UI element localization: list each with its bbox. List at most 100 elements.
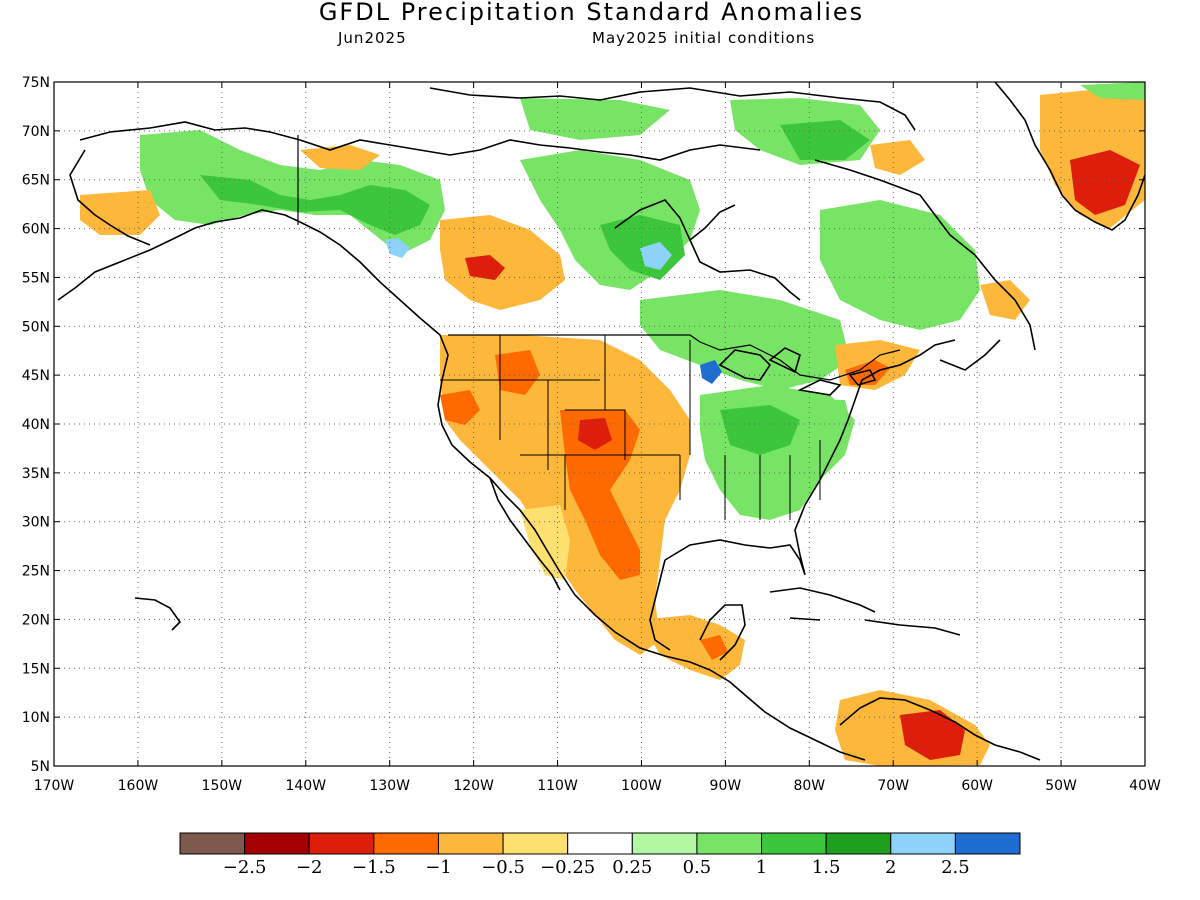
lon-tick-label: 120W [453,778,494,794]
lon-tick-label: 110W [537,778,578,794]
anomaly-region-dry_weak [520,505,570,580]
hawaii [134,597,182,631]
colorbar-swatch [502,832,569,855]
anomaly-region-very_wet [640,242,672,270]
lon-tick-label: 170W [34,778,75,794]
anomaly-region-wet [1080,82,1145,100]
anomaly-region-wet [810,400,850,428]
lon-tick-label: 40W [1129,778,1161,794]
baja-coast [489,477,561,591]
lon-tick-label: 140W [285,778,326,794]
lon-tick-label: 100W [621,778,662,794]
lon-tick-label: 70W [877,778,909,794]
labrador-coast [814,159,1036,371]
west-coast [299,221,866,761]
anomaly-region-very_wet [385,238,410,258]
colorbar-swatch [244,832,310,855]
anomaly-region-dry_strong [900,710,965,760]
lat-lon-grid [54,82,1145,766]
anomaly-region-dry_mod [560,410,640,580]
anomaly-region-wet_mod [780,120,870,160]
colorbar-label: 0.25 [612,857,652,878]
caribbean-islands [769,587,961,636]
colorbar-label: 2.5 [941,857,970,878]
colorbar: −2.5 −2 −1.5 −1 −0.5 −0.25 0.25 0.5 1 1.5 2 2.5 [179,832,1021,878]
great-lakes [718,347,877,396]
lat-tick-label: 50N [22,319,50,335]
anomaly-region-dry [80,190,160,235]
anomaly-region-wet_mod [720,405,800,455]
lat-tick-label: 70N [22,124,50,140]
anomaly-region-extreme_wet [700,360,722,384]
colorbar-label: −2 [296,857,323,878]
lon-tick-label: 160W [118,778,159,794]
gulf-coast [649,339,956,651]
colorbar-label: −0.25 [540,857,595,878]
colorbar-label: 1 [756,857,767,878]
colorbar-swatch [373,832,439,855]
anomaly-region-dry [440,215,565,310]
anomaly-region-dry [870,140,925,175]
colorbar-swatch [631,832,698,855]
anomaly-region-dry_strong [578,418,612,450]
lat-tick-label: 40N [22,417,50,433]
colorbar-swatch [567,832,633,855]
colorbar-swatch [954,832,1021,855]
greenland-coast [994,82,1145,231]
colorbar-swatch [696,832,763,855]
colorbar-swatch [890,832,956,855]
lat-tick-label: 75N [22,75,50,91]
lon-tick-label: 90W [710,778,742,794]
colorbar-swatch [437,832,504,855]
anomaly-region-dry_strong [1070,150,1140,215]
canada-arctic-coast [299,87,916,161]
anomaly-region-dry [980,280,1030,320]
colorbar-swatch [179,832,246,855]
lat-tick-label: 5N [31,759,50,775]
lat-tick-label: 65N [22,173,50,189]
yucatan-coast [699,604,746,661]
lon-tick-label: 80W [793,778,825,794]
anomaly-region-dry [300,145,380,170]
colorbar-swatch [825,832,892,855]
anomaly-region-dry_mod [495,350,540,395]
initial-conditions: May2025 initial conditions [592,29,816,47]
anomaly-region-dry_strong [465,255,505,280]
lat-tick-label: 20N [22,612,50,628]
map-title: GFDL Precipitation Standard Anomalies [318,0,865,26]
colorbar-label: −1.5 [352,857,396,878]
latitude-axis: 75N 70N 65N 60N 55N 50N 45N 40N 35N 30N 25N 20N 15N 1… [22,75,1145,775]
anomaly-region-dry [640,615,745,680]
colorbar-label: 0.5 [683,857,712,878]
lat-tick-label: 15N [22,661,50,677]
lat-tick-label: 25N [22,564,50,580]
anomaly-region-dry_mod [845,360,890,385]
coastlines [57,82,1145,761]
lon-tick-label: 60W [961,778,993,794]
colorbar-swatch [761,832,827,855]
us-states [440,335,821,520]
south-america-coast [839,697,1041,761]
forecast-month: Jun2025 [338,29,407,47]
lon-tick-label: 50W [1045,778,1077,794]
longitude-axis: 170W 160W 150W 140W 130W 120W 110W 100W 90W 80W 70… [34,82,1161,794]
colorbar-label: −0.5 [481,857,525,878]
colorbar-label: −1 [425,857,452,878]
lat-tick-label: 35N [22,466,50,482]
colorbar-label: −2.5 [223,857,267,878]
hudson-bay-coast [614,199,801,301]
map-plot-area [54,82,1145,766]
lat-tick-label: 30N [22,515,50,531]
lat-tick-label: 60N [22,222,50,238]
lon-tick-label: 130W [369,778,410,794]
anomaly-region-wet [820,200,980,330]
anomaly-region-wet_mod [200,175,430,235]
us-border [297,135,901,381]
lat-tick-label: 45N [22,368,50,384]
anomaly-region-dry_mod [700,635,728,660]
lat-tick-label: 55N [22,270,50,286]
lon-tick-label: 150W [202,778,243,794]
colorbar-label: 1.5 [812,857,841,878]
anomaly-region-wet [520,98,670,140]
